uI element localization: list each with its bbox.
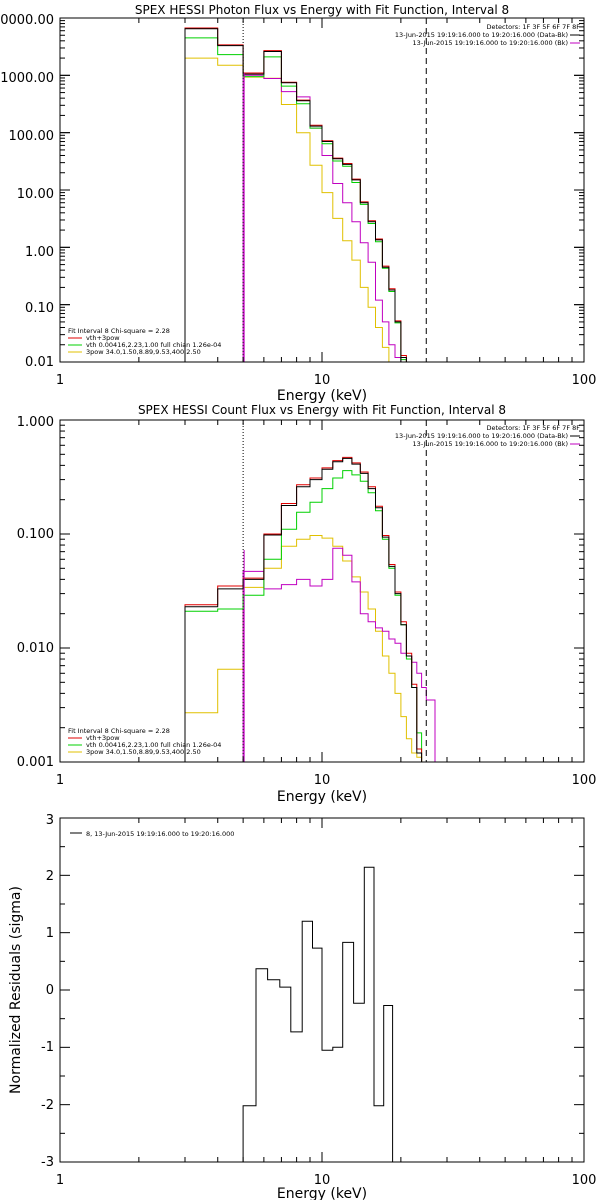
photon-flux-ytick-0: 0.01 (25, 355, 54, 370)
count-flux-vlines (242, 420, 427, 762)
residuals-ytick-3: 3 (46, 813, 54, 828)
series-bk-line (242, 74, 407, 363)
residuals-xlabel: Energy (keV) (277, 1186, 367, 1200)
photon-legend-fit-interval: Fit Interval 8 Chi-square = 2.28 (68, 327, 170, 335)
photon-flux-ticks (59, 17, 585, 363)
count-flux-xtick-1: 1 (56, 773, 64, 788)
series-data-bk-line (184, 28, 407, 362)
photon-flux-xtick-10: 10 (314, 373, 331, 388)
count-legend-3pow: 3pow 34.0,1.50,8.89,9.53,400,2.50 (86, 748, 201, 756)
count-flux-series (184, 456, 436, 762)
residuals-panel: 1 10 100 -3 -2 -1 0 1 2 3 Energy (keV) N… (8, 813, 596, 1200)
residuals-ytick-1: 1 (46, 926, 54, 941)
photon-flux-title: SPEX HESSI Photon Flux vs Energy with Fi… (135, 3, 509, 17)
photon-flux-xlabel: Energy (keV) (277, 388, 367, 404)
residuals-xtick-10: 10 (314, 1173, 331, 1188)
count-legend-fit-interval: Fit Interval 8 Chi-square = 2.28 (68, 727, 170, 735)
photon-flux-panel: SPEX HESSI Photon Flux vs Energy with Fi… (0, 3, 596, 404)
residuals-legend: 8, 13-Jun-2015 19:19:16.000 to 19:20:16.… (70, 830, 234, 838)
count-legend-vth: vth 0.00416,2.23,1.00 full chian 1.26e-0… (86, 741, 221, 749)
count-flux-xlabel: Energy (keV) (277, 789, 367, 805)
count-flux-xtick-100: 100 (572, 773, 597, 788)
series-bk-line (242, 547, 436, 762)
photon-flux-legend-bottom: Fit Interval 8 Chi-square = 2.28 vth+3po… (68, 327, 221, 356)
residuals-ytick-2: 2 (46, 869, 54, 884)
photon-flux-xtick-100: 100 (572, 373, 597, 388)
series-vth-line (184, 37, 407, 362)
residuals-series (242, 866, 394, 1162)
residuals-ytick-m3: -3 (41, 1155, 54, 1170)
photon-legend-3pow: 3pow 34.0,1.50,8.89,9.53,400,2.50 (86, 348, 201, 356)
residuals-xtick-1: 1 (56, 1173, 64, 1188)
count-legend-data-bk: 13-Jun-2015 19:19:16.000 to 19:20:16.000… (395, 432, 568, 440)
count-flux-legend-top: Detectors: 1F 3F 5F 6F 7F 8F 13-Jun-2015… (395, 424, 580, 448)
photon-flux-ytick-1: 0.10 (25, 301, 54, 316)
photon-flux-ytick-5: 1000.00 (0, 71, 54, 86)
photon-legend-vth3pow: vth+3pow (86, 334, 120, 342)
residuals-ticks (59, 817, 585, 1163)
photon-legend-detectors: Detectors: 1F 3F 5F 6F 7F 8F (486, 23, 580, 31)
series-3pow-line (184, 535, 423, 762)
count-legend-bk: 13-Jun-2015 19:19:16.000 to 19:20:16.000… (413, 440, 568, 448)
residuals-xtick-100: 100 (572, 1173, 597, 1188)
residuals-ylabel: Normalized Residuals (sigma) (8, 886, 24, 1094)
residuals-ytick-0: 0 (46, 983, 54, 998)
count-flux-title: SPEX HESSI Count Flux vs Energy with Fit… (138, 403, 506, 417)
count-flux-ytick-0: 0.001 (17, 755, 54, 770)
count-flux-xtick-10: 10 (314, 773, 331, 788)
photon-flux-xtick-1: 1 (56, 373, 64, 388)
series-vth-line (184, 470, 423, 762)
series-data-bk-line (184, 457, 423, 762)
count-flux-ytick-2: 0.100 (17, 527, 54, 542)
series-vth-3pow-line (184, 456, 423, 762)
photon-flux-ytick-4: 100.00 (9, 129, 55, 144)
count-flux-panel: SPEX HESSI Count Flux vs Energy with Fit… (17, 403, 597, 805)
photon-flux-ytick-3: 10.00 (17, 187, 54, 202)
residuals-legend-label: 8, 13-Jun-2015 19:19:16.000 to 19:20:16.… (86, 830, 234, 838)
photon-legend-bk: 13-Jun-2015 19:19:16.000 to 19:20:16.000… (413, 39, 568, 47)
photon-legend-vth: vth 0.00416,2.23,1.00 full chian 1.26e-0… (86, 341, 221, 349)
photon-flux-ytick-6: 10000.00 (0, 13, 54, 28)
series-3pow-line (184, 57, 407, 363)
photon-flux-legend-top: Detectors: 1F 3F 5F 6F 7F 8F 13-Jun-2015… (395, 23, 580, 47)
photon-flux-vlines (242, 18, 427, 362)
residuals-ytick-m2: -2 (41, 1098, 54, 1113)
residuals-ytick-m1: -1 (41, 1040, 54, 1055)
photon-legend-data-bk: 13-Jun-2015 19:19:16.000 to 19:20:16.000… (395, 31, 568, 39)
count-flux-ytick-3: 1.000 (17, 415, 54, 430)
series-vth-3pow-line (184, 27, 407, 362)
series-8-13-jun-2015-19-19-16-0-line (242, 866, 394, 1162)
count-flux-ytick-1: 0.010 (17, 641, 54, 656)
count-legend-detectors: Detectors: 1F 3F 5F 6F 7F 8F (486, 424, 580, 432)
count-legend-vth3pow: vth+3pow (86, 734, 120, 742)
count-flux-ticks (59, 419, 585, 763)
count-flux-legend-bottom: Fit Interval 8 Chi-square = 2.28 vth+3po… (68, 727, 221, 756)
photon-flux-series (184, 27, 407, 363)
photon-flux-ytick-2: 1.00 (25, 245, 54, 260)
